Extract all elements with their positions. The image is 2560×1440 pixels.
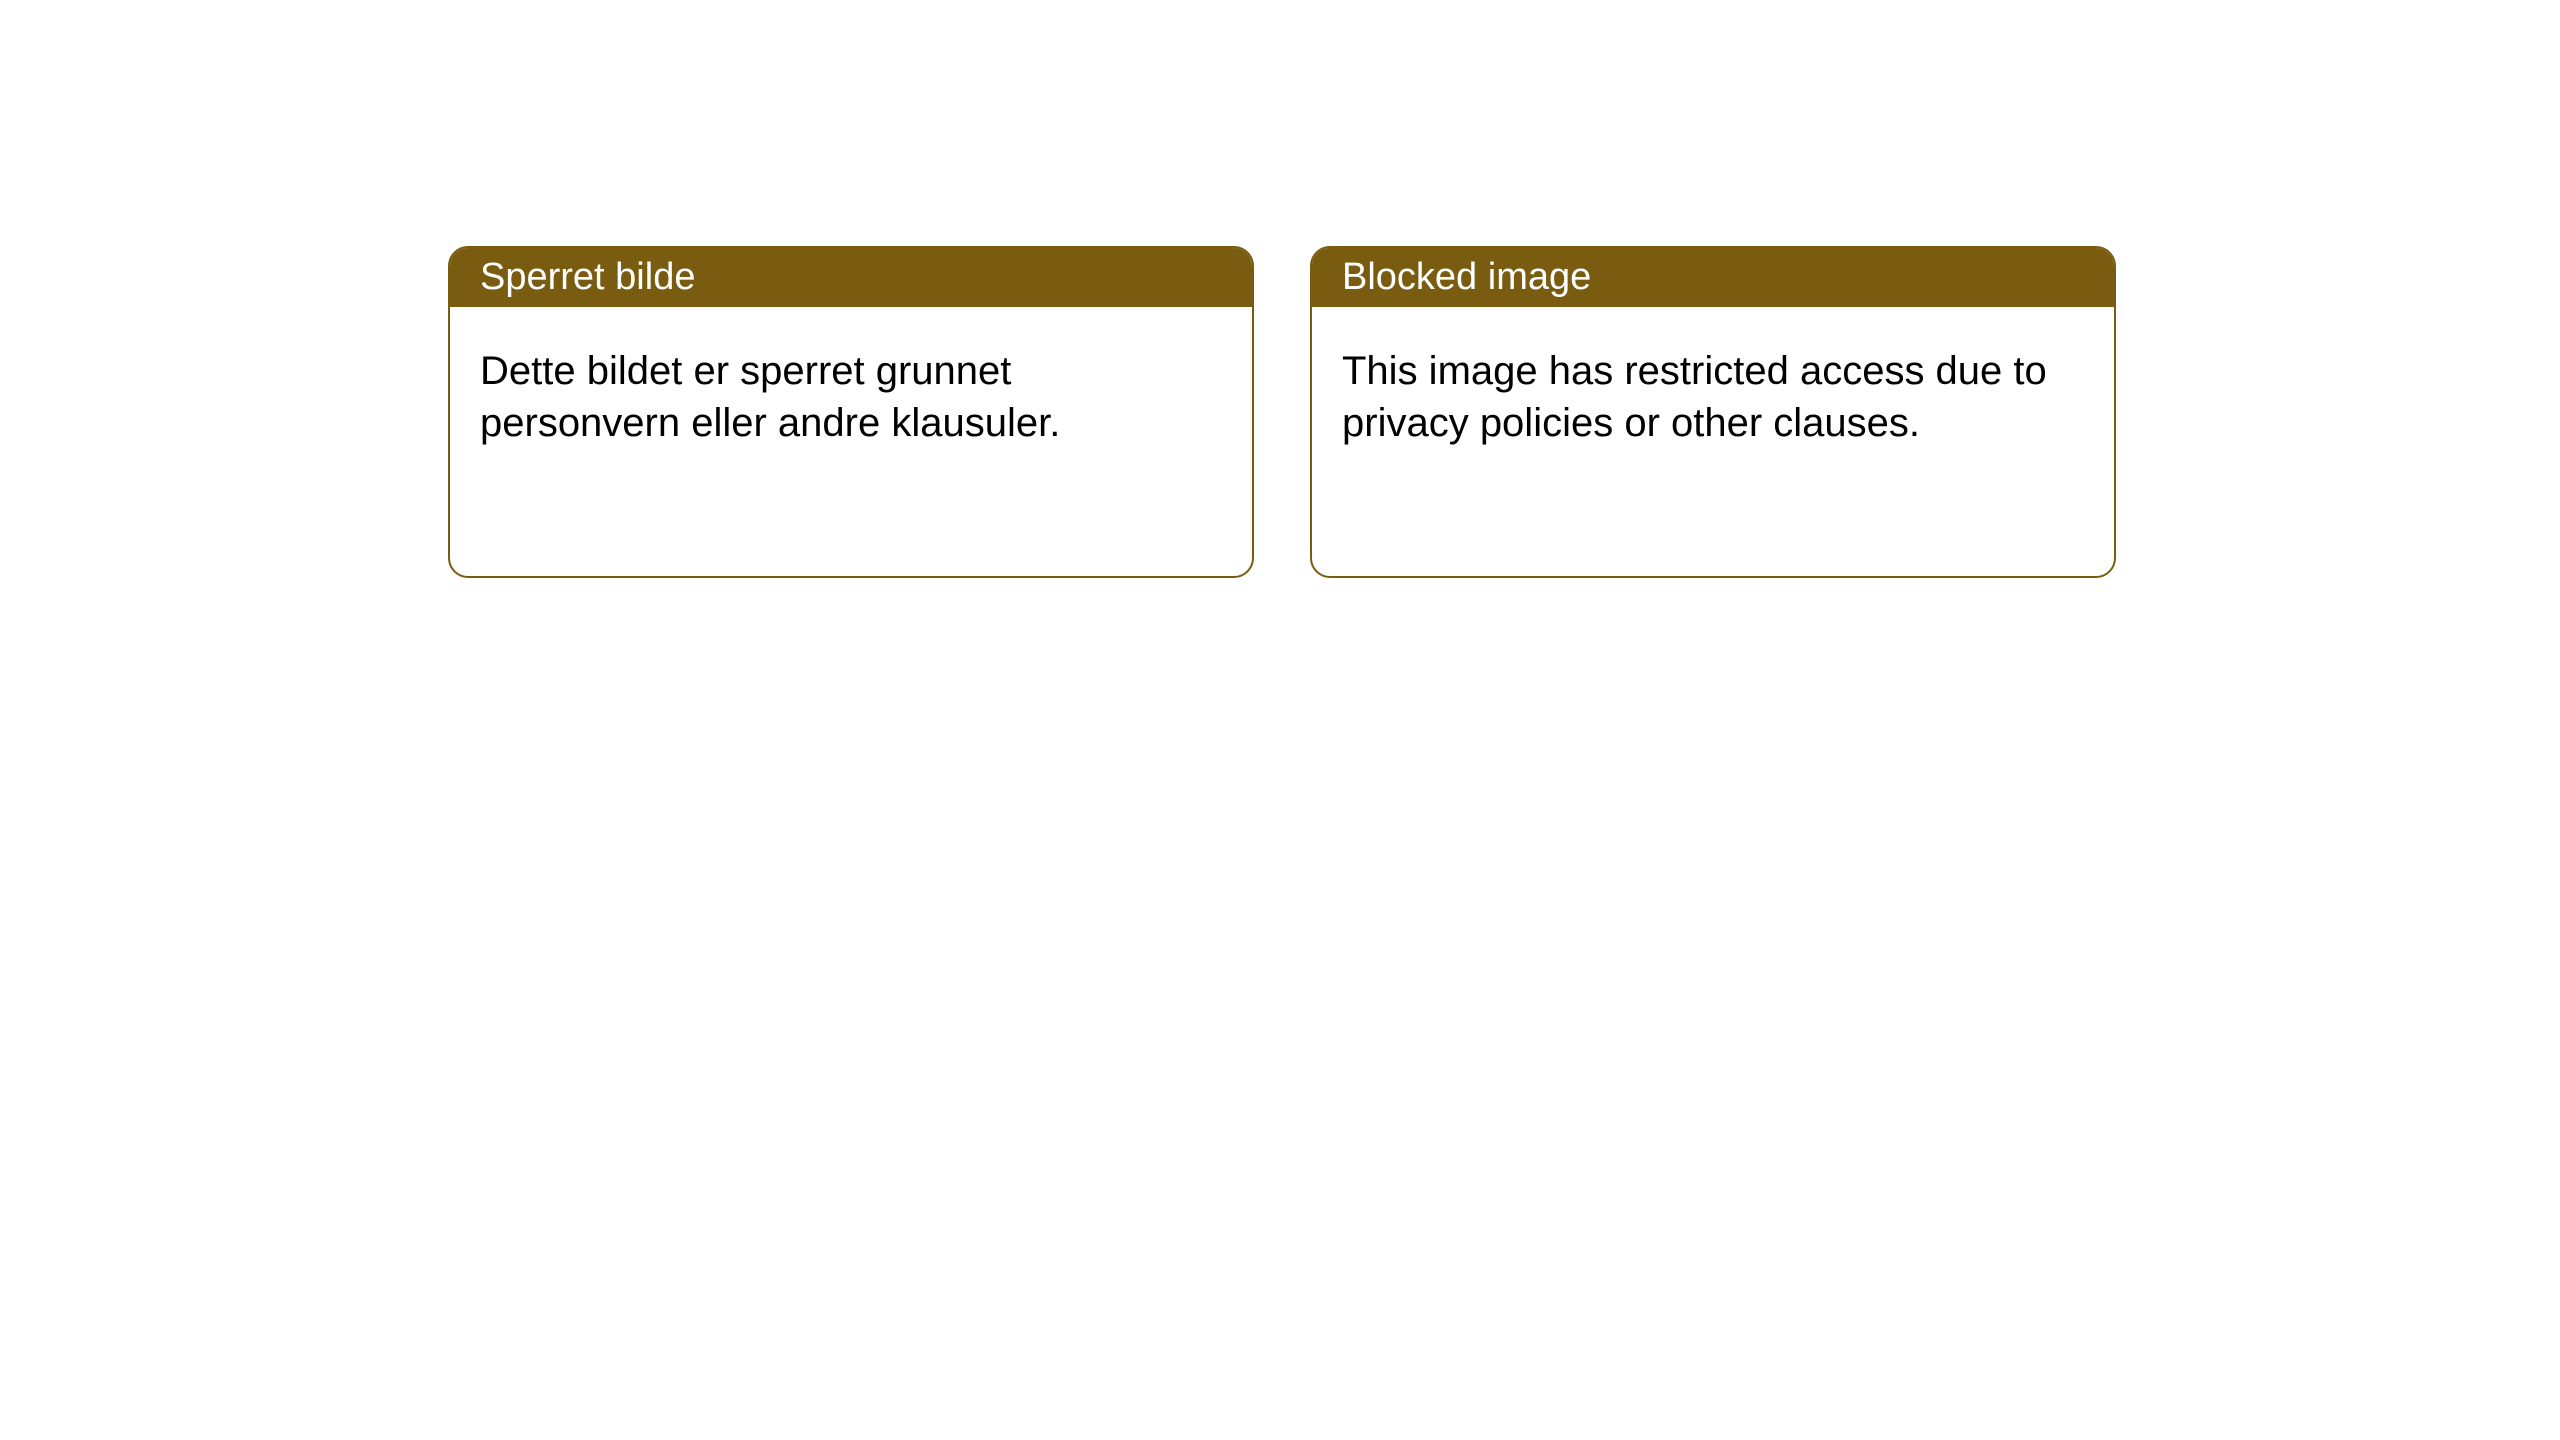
notice-header-norwegian: Sperret bilde (450, 248, 1252, 307)
notice-box-english: Blocked image This image has restricted … (1310, 246, 2116, 578)
notice-box-norwegian: Sperret bilde Dette bildet er sperret gr… (448, 246, 1254, 578)
notice-body-english: This image has restricted access due to … (1312, 307, 2114, 487)
notice-header-english: Blocked image (1312, 248, 2114, 307)
notice-container: Sperret bilde Dette bildet er sperret gr… (448, 246, 2116, 578)
notice-body-norwegian: Dette bildet er sperret grunnet personve… (450, 307, 1252, 487)
